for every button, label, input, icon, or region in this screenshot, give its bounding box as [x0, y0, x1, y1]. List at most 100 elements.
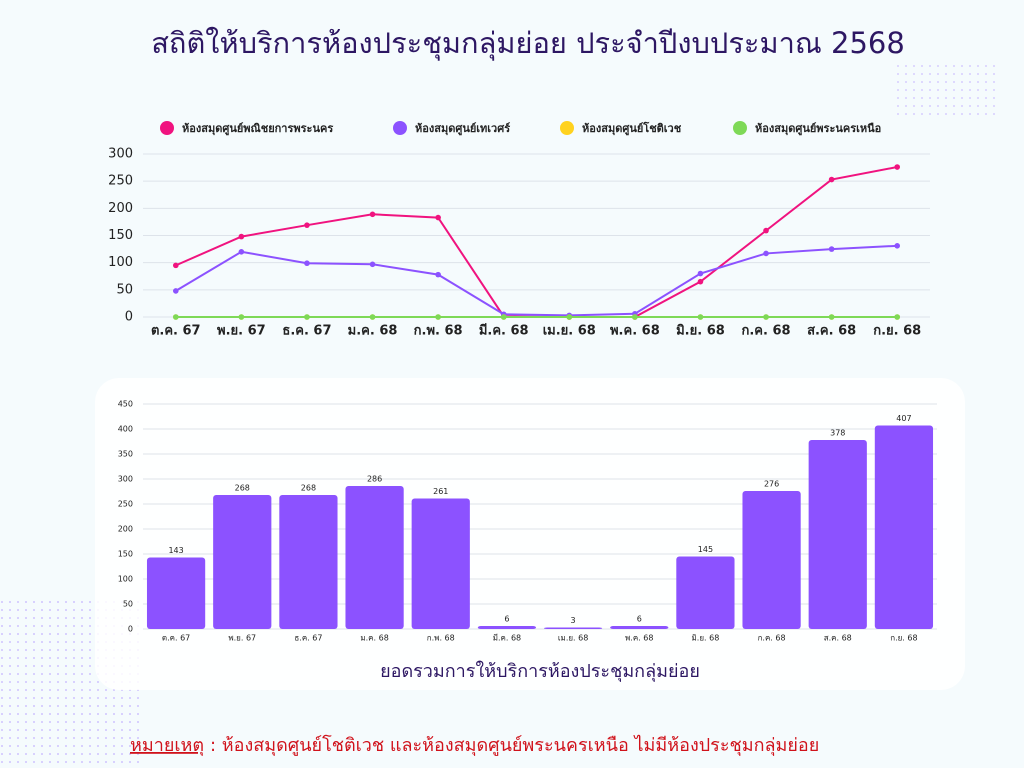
point: [304, 260, 310, 267]
x-tick-label: ม.ค. 68: [360, 634, 388, 643]
value-label: 378: [830, 429, 845, 438]
value-label: 286: [367, 475, 382, 484]
value-label: 143: [168, 546, 183, 555]
point: [304, 314, 310, 320]
value-label: 145: [698, 545, 713, 554]
point: [697, 314, 704, 320]
x-tick-label: เม.ย. 68: [558, 634, 589, 643]
legend-label: ห้องสมุดศูนย์โชติเวช: [582, 121, 682, 136]
point: [369, 211, 376, 218]
point: [172, 288, 179, 294]
x-axis-label: ยอดรวมการให้บริการห้องประชุมกลุ่มย่อย: [380, 660, 700, 682]
y-tick-label: 400: [118, 425, 133, 434]
x-tick-label: มิ.ย. 68: [692, 634, 720, 643]
point: [763, 314, 769, 320]
legend-marker: [560, 121, 574, 135]
x-tick-label: มิ.ย. 68: [676, 324, 725, 339]
y-tick-label: 250: [118, 500, 133, 509]
y-tick-label: 50: [123, 600, 133, 609]
bar: [146, 557, 206, 629]
point: [894, 243, 901, 249]
series-line: [175, 166, 898, 318]
y-tick-label: 250: [108, 174, 133, 189]
x-tick-label: ส.ค. 68: [824, 634, 852, 643]
y-tick-label: 300: [118, 475, 133, 484]
bar: [543, 627, 603, 629]
y-tick-label: 100: [108, 255, 133, 270]
y-tick-label: 150: [108, 228, 133, 243]
bar: [874, 425, 934, 629]
point: [697, 270, 704, 277]
x-tick-label: ม.ค. 68: [348, 324, 398, 339]
x-tick-label: ก.ค. 68: [742, 324, 791, 339]
y-tick-label: 150: [118, 550, 133, 559]
x-tick-label: ก.ย. 68: [873, 324, 921, 339]
point: [172, 262, 179, 269]
point: [369, 261, 376, 268]
x-tick-label: ก.พ. 68: [414, 324, 463, 339]
point: [435, 214, 441, 221]
x-tick-label: พ.ย. 67: [228, 634, 256, 643]
value-label: 276: [764, 480, 779, 489]
bar: [345, 486, 404, 629]
legend-label: ห้องสมุดศูนย์พระนครเหนือ: [755, 122, 881, 136]
y-tick-label: 200: [108, 201, 133, 216]
page-title: สถิติให้บริการห้องประชุมกลุ่มย่อย ประจำป…: [151, 26, 905, 61]
x-tick-label: ก.ค. 68: [758, 634, 786, 643]
bar: [742, 491, 801, 629]
y-tick-label: 200: [118, 525, 133, 534]
point: [894, 314, 901, 320]
point: [828, 176, 835, 183]
point: [828, 246, 835, 252]
bar: [411, 498, 470, 629]
point: [172, 314, 179, 320]
x-tick-label: ธ.ค. 67: [294, 634, 322, 643]
series-line: [175, 244, 898, 317]
x-tick-label: ต.ค. 67: [162, 634, 190, 643]
x-tick-label: มี.ค. 68: [493, 634, 521, 643]
point: [894, 164, 901, 170]
legend-label: ห้องสมุดศูนย์พณิชยการพระนคร: [182, 122, 333, 136]
value-label: 6: [637, 615, 642, 624]
bar: [676, 556, 735, 629]
note-label: หมายเหตุ: [130, 735, 204, 756]
value-label: 6: [504, 615, 509, 624]
legend-marker: [733, 121, 747, 135]
point: [763, 227, 769, 234]
point: [238, 249, 245, 255]
point: [369, 314, 376, 320]
legend-marker: [160, 121, 174, 135]
y-tick-label: 50: [116, 282, 133, 297]
bar: [279, 495, 338, 629]
point: [763, 250, 769, 257]
bar: [610, 626, 669, 629]
point: [238, 314, 245, 320]
legend-label: ห้องสมุดศูนย์เทเวศร์: [415, 122, 510, 136]
x-tick-label: พ.ค. 68: [610, 324, 660, 339]
note-text: : ห้องสมุดศูนย์โชติเวช และห้องสมุดศูนย์พ…: [210, 734, 819, 756]
x-tick-label: ก.พ. 68: [427, 634, 455, 643]
x-tick-label: ส.ค. 68: [807, 324, 856, 339]
point: [238, 233, 245, 240]
y-tick-label: 300: [108, 147, 133, 162]
y-tick-label: 0: [125, 310, 133, 325]
value-label: 268: [301, 484, 316, 493]
point: [697, 278, 704, 285]
point: [500, 314, 507, 320]
bar: [477, 626, 537, 629]
legend-marker: [393, 121, 407, 135]
point: [632, 314, 638, 320]
y-tick-label: 100: [118, 575, 133, 584]
x-tick-label: มี.ค. 68: [479, 323, 529, 339]
x-tick-label: พ.ย. 67: [217, 324, 266, 339]
decoration: [895, 60, 995, 120]
point: [304, 222, 310, 228]
value-label: 268: [235, 484, 250, 493]
point: [828, 314, 835, 320]
x-tick-label: เม.ย. 68: [543, 324, 596, 339]
point: [566, 314, 573, 320]
bar: [213, 495, 272, 629]
point: [435, 271, 441, 278]
